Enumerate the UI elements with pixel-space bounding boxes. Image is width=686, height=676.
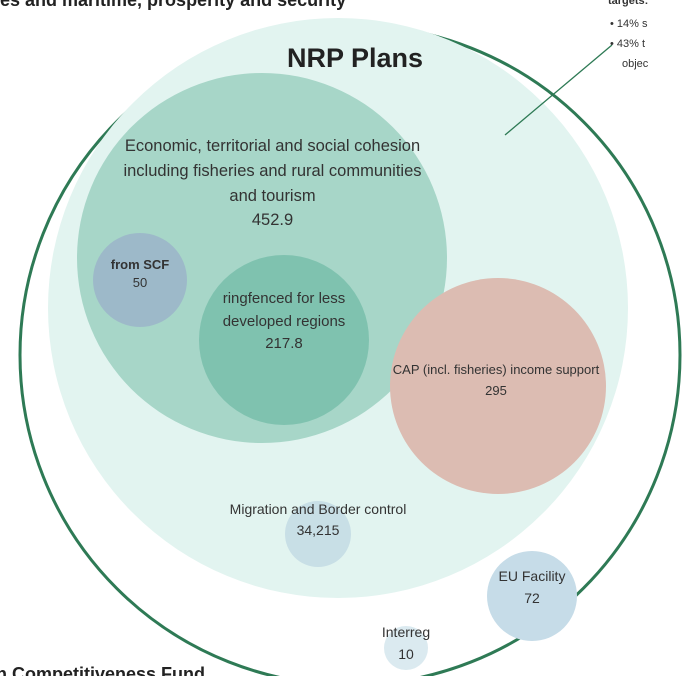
node-label: EU Facility — [498, 568, 566, 584]
node-label: CAP (incl. fisheries) income support — [392, 362, 600, 377]
node-value: 452.9 — [251, 211, 294, 230]
header-title: es and maritime, prosperity and security — [0, 0, 347, 10]
node-value: 10 — [398, 646, 414, 663]
note-item-text: 14% s — [616, 18, 648, 30]
node: from SCF 50 — [95, 256, 185, 292]
node-value: 295 — [485, 382, 507, 398]
scf-circle — [93, 233, 187, 327]
node: Interreg 10 — [356, 621, 456, 666]
node: ringfenced for less developed regions 217… — [214, 288, 354, 356]
node-label: Economic, territorial and social cohesio… — [123, 137, 422, 205]
cap-circle — [390, 278, 606, 494]
migration-circle — [285, 501, 351, 567]
node-value: 72 — [524, 590, 540, 607]
note-item-text: 43% t — [616, 38, 646, 50]
eu-facility-circle — [487, 551, 577, 641]
node-label: ringfenced for less developed regions — [222, 290, 346, 330]
node-value: 34,215 — [296, 522, 340, 538]
node-label: Migration and Border control — [229, 501, 407, 517]
node: CAP (incl. fisheries) income support 295 — [386, 360, 606, 402]
node: Economic, territorial and social cohesio… — [115, 134, 430, 233]
node-label: Interreg — [381, 624, 431, 640]
interreg-circle — [384, 626, 428, 670]
node-value: 50 — [132, 275, 148, 291]
callout-line — [504, 44, 613, 136]
nrp-label: NRP Plans — [286, 43, 424, 73]
footer-title: n Competitiveness Fund — [0, 664, 206, 676]
note-continuation: objec — [622, 58, 649, 70]
ringfenced-circle — [199, 255, 369, 425]
node: EU Facility 72 — [470, 565, 594, 610]
note-item: • 43% t — [610, 38, 646, 50]
note-heading: targets: — [608, 0, 649, 7]
note-item: • 14% s — [610, 18, 648, 30]
node-label: from SCF — [110, 257, 170, 272]
node: Migration and Border control 34,215 — [218, 499, 418, 541]
node-value: 217.8 — [265, 335, 303, 352]
